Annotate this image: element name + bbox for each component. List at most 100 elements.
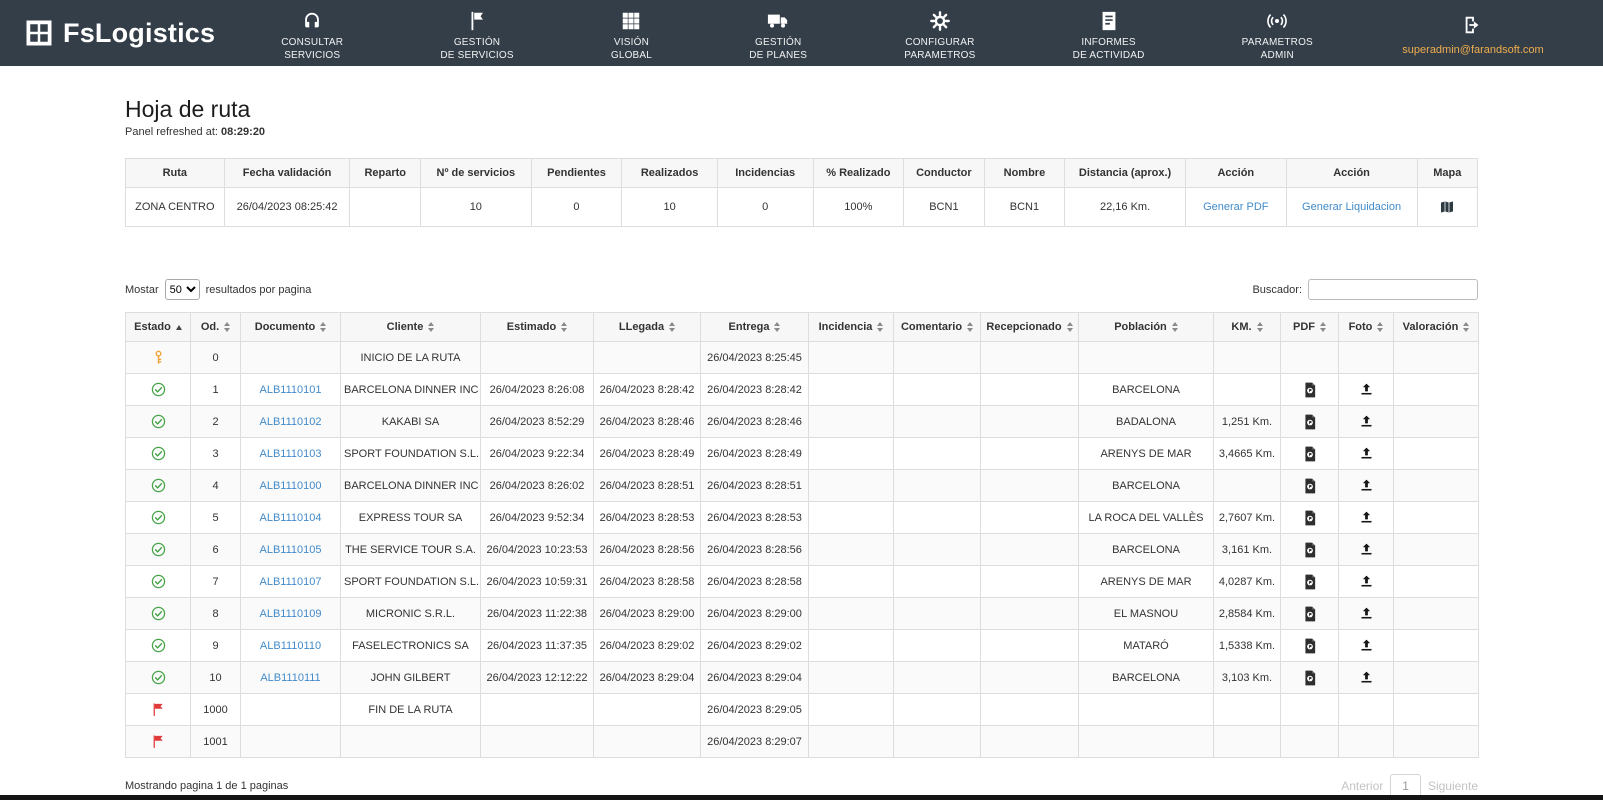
col-header-cliente[interactable]: Cliente [340,312,481,342]
flag-red-icon [150,733,167,750]
map-icon[interactable] [1438,199,1456,215]
col-header-llegada[interactable]: LLegada [593,312,701,342]
cell-estado [125,405,191,438]
cell-comentario [893,437,981,470]
brand[interactable]: FsLogistics [0,18,241,49]
documento-link[interactable]: ALB1110103 [259,447,322,460]
flag-icon [466,10,488,32]
col-header-incidencia[interactable]: Incidencia [808,312,894,342]
documento-link[interactable]: ALB1110110 [259,639,322,652]
documento-link[interactable]: ALB1110107 [259,575,322,588]
cell-recepcionado [980,405,1079,438]
col-header-estado[interactable]: Estado [125,312,191,342]
search-input[interactable] [1308,279,1478,300]
col-header-entrega[interactable]: Entrega [700,312,809,342]
upload-icon[interactable] [1359,414,1374,429]
pdf-icon[interactable] [1303,478,1317,494]
col-header-foto[interactable]: Foto [1338,312,1394,342]
generar-liquidacion-link[interactable]: Generar Liquidacion [1302,201,1402,213]
cell-recepcionado [980,373,1079,406]
col-header-estimado[interactable]: Estimado [480,312,594,342]
pdf-icon[interactable] [1303,446,1317,462]
generar-pdf-link[interactable]: Generar PDF [1203,201,1269,213]
documento-link[interactable]: ALB1110102 [259,415,322,428]
cell-llegada [593,693,701,726]
documento-link[interactable]: ALB1110101 [259,383,322,396]
upload-icon[interactable] [1359,606,1374,621]
pdf-icon[interactable] [1303,542,1317,558]
nav-item-vision-global[interactable]: VISIÓN GLOBAL [611,10,652,62]
pdf-icon[interactable] [1303,606,1317,622]
pdf-icon[interactable] [1303,382,1317,398]
pdf-icon[interactable] [1303,574,1317,590]
summary-col-header-pendientes: Pendientes [530,158,623,188]
cell-pdf [1280,341,1339,374]
cell-valoracion [1393,501,1479,534]
cell-km [1213,341,1281,374]
cell-od: 6 [190,533,241,566]
cell-comentario [893,341,981,374]
upload-icon[interactable] [1359,478,1374,493]
nav-item-gestion-de-servicios[interactable]: GESTIÓN DE SERVICIOS [440,10,514,62]
col-header-valoracion[interactable]: Valoración [1393,312,1479,342]
upload-icon[interactable] [1359,382,1374,397]
summary-data-row: ZONA CENTRO 26/04/2023 08:25:42 10 0 10 0 100%… [125,187,1478,227]
current-page-button[interactable]: 1 [1390,774,1421,798]
cell-documento [240,341,341,374]
col-header-comentario[interactable]: Comentario [893,312,981,342]
cell-recepcionado [980,725,1079,758]
documento-link[interactable]: ALB1110100 [259,479,322,492]
documento-link[interactable]: ALB1110111 [260,671,321,684]
cell-recepcionado [980,341,1079,374]
sort-asc-icon [175,324,182,330]
table-row: 5 ALB1110104 EXPRESS TOUR SA 26/04/2023 9:5… [125,501,1479,534]
col-header-od[interactable]: Od. [190,312,241,342]
cell-estado [125,597,191,630]
logout-icon[interactable] [1462,14,1484,36]
col-header-label: LLegada [618,321,665,333]
col-header-km[interactable]: KM. [1213,312,1281,342]
pdf-icon[interactable] [1303,414,1317,430]
nav-item-consultar-servicios[interactable]: CONSULTAR SERVICIOS [281,10,343,62]
sort-both-icon [1320,322,1326,333]
col-header-label: PDF [1293,321,1315,333]
documento-link[interactable]: ALB1110104 [259,511,322,524]
prev-page-button[interactable]: Anterior [1341,779,1384,793]
sort-both-icon [1171,322,1178,333]
upload-icon[interactable] [1359,638,1374,653]
nav-item-configurar-parametros[interactable]: CONFIGURAR PARAMETROS [904,10,975,62]
cell-foto [1338,661,1394,694]
upload-icon[interactable] [1359,574,1374,589]
next-page-button[interactable]: Siguiente [1427,779,1478,793]
col-header-recepcionado[interactable]: Recepcionado [980,312,1079,342]
cell-cliente: SPORT FOUNDATION S.L. [340,565,481,598]
pdf-icon[interactable] [1303,670,1317,686]
col-header-label: Recepcionado [986,321,1062,333]
nav-item-gestion-de-planes[interactable]: GESTIÓN DE PLANES [749,10,807,62]
col-header-pdf[interactable]: PDF [1280,312,1339,342]
pdf-icon[interactable] [1303,510,1317,526]
col-header-documento[interactable]: Documento [240,312,341,342]
pdf-icon[interactable] [1303,638,1317,654]
upload-icon[interactable] [1359,446,1374,461]
upload-icon[interactable] [1359,670,1374,685]
cell-km: 2,7607 Km. [1213,501,1281,534]
nav-item-parametros-admin[interactable]: PARAMETROS ADMIN [1242,10,1313,62]
sort-both-icon [1377,322,1384,333]
page-size-select[interactable]: 50 [164,279,200,300]
cell-llegada: 26/04/2023 8:28:56 [593,533,701,566]
upload-icon[interactable] [1359,510,1374,525]
documento-link[interactable]: ALB1110109 [259,607,322,620]
col-header-label: Incidencia [818,321,873,333]
cell-od: 1 [190,373,241,406]
cell-pdf [1280,693,1339,726]
documento-link[interactable]: ALB1110105 [259,543,322,556]
upload-icon[interactable] [1359,542,1374,557]
cell-cliente: SPORT FOUNDATION S.L. [340,437,481,470]
nav-item-informes-de-actividad[interactable]: INFORMES DE ACTIVIDAD [1073,10,1145,62]
cell-documento: ALB1110107 [240,565,341,598]
cell-valoracion [1393,341,1479,374]
summary-cell-ruta: ZONA CENTRO [125,187,225,227]
col-header-poblacion[interactable]: Población [1078,312,1214,342]
cell-documento: ALB1110100 [240,469,341,502]
